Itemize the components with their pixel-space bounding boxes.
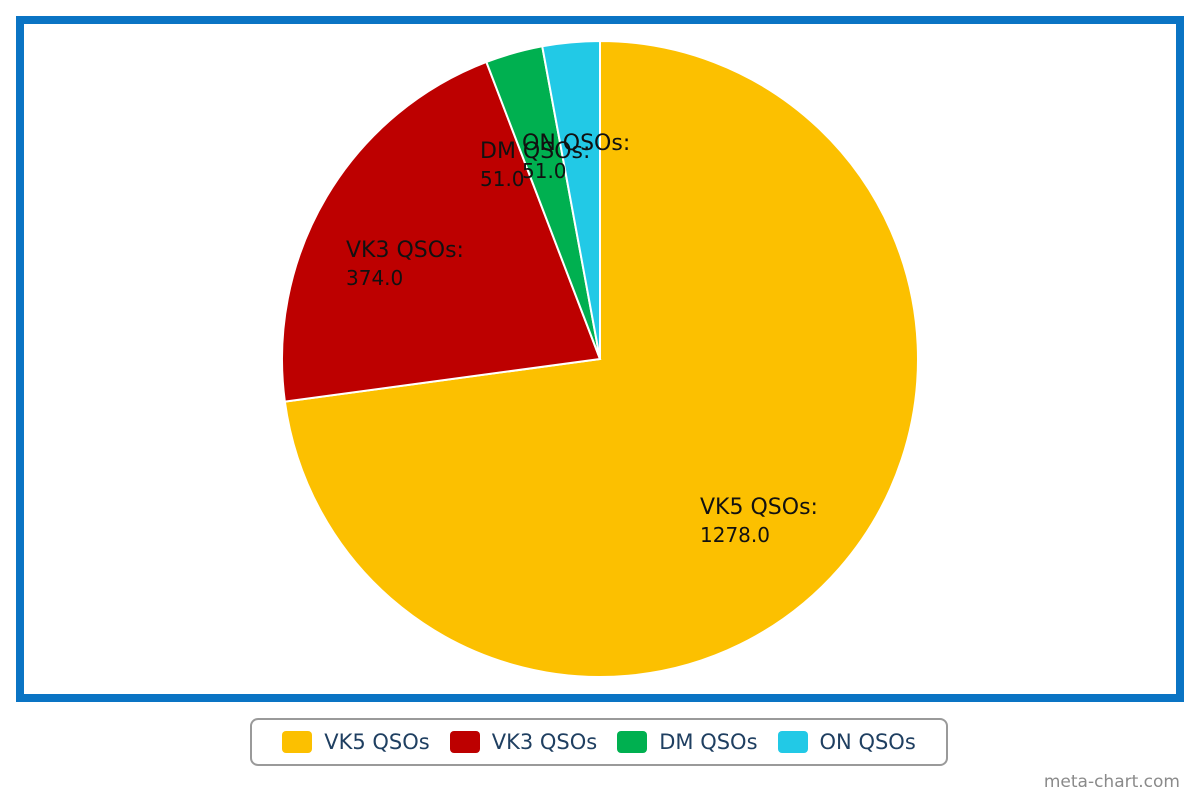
legend-item-vk3[interactable]: VK3 QSOs [449, 730, 598, 754]
slice-label-name-on-qsos: ON QSOs: [522, 131, 630, 156]
legend-swatch-on [777, 731, 808, 753]
slice-label-value-vk5-qsos: 1278.0 [700, 523, 770, 547]
legend-item-on[interactable]: ON QSOs [777, 730, 916, 754]
credit-text: meta-chart.com [1043, 772, 1180, 792]
slice-label-value-dm-qsos: 51.0 [480, 167, 525, 191]
slice-label-name-dm-qsos: DM QSOs: [480, 139, 590, 164]
legend-swatch-vk5 [282, 731, 313, 753]
pie-slice-vk3-qsos[interactable] [280, 60, 602, 403]
chart-legend: VK5 QSOs VK3 QSOs DM QSOs ON QSOs [250, 718, 948, 766]
legend-swatch-dm [617, 731, 648, 753]
pie-slice-on-qsos[interactable] [541, 39, 601, 360]
slice-label-value-on-qsos: 51.0 [522, 159, 567, 183]
legend-item-dm[interactable]: DM QSOs [617, 730, 758, 754]
legend-item-vk5[interactable]: VK5 QSOs [282, 730, 430, 754]
legend-label-vk3: VK3 QSOs [491, 730, 598, 754]
slice-label-name-vk3-qsos: VK3 QSOs: [346, 238, 464, 263]
legend-label-vk5: VK5 QSOs [324, 730, 430, 754]
legend-label-on: ON QSOs [819, 730, 916, 754]
legend-swatch-vk3 [449, 731, 480, 753]
slice-label-value-vk3-qsos: 374.0 [346, 266, 403, 290]
legend-label-dm: DM QSOs [659, 730, 758, 754]
slice-label-name-vk5-qsos: VK5 QSOs: [700, 495, 818, 520]
pie-slice-vk5-qsos[interactable] [283, 39, 919, 678]
